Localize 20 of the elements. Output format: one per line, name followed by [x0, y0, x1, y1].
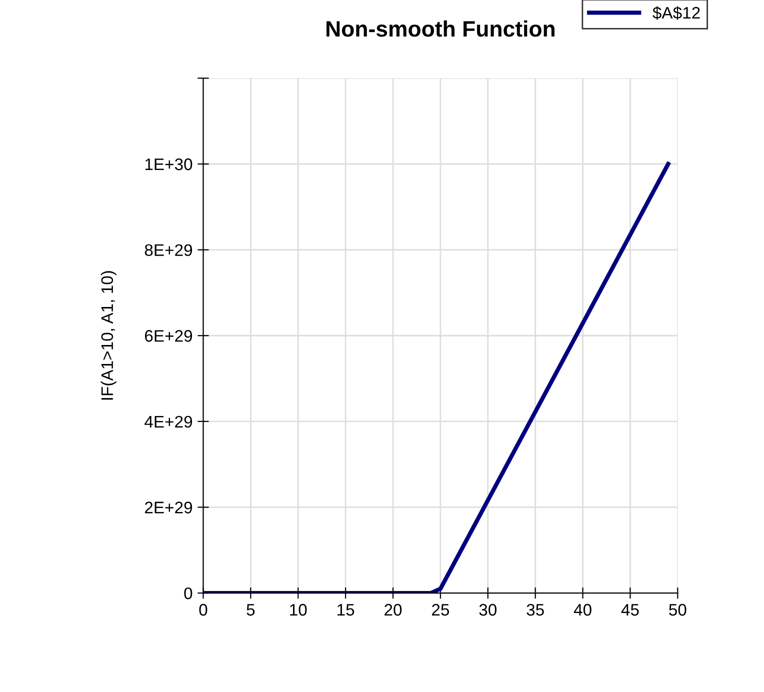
- y-tick-label: 2E+29: [144, 502, 192, 514]
- x-tick-label: 40: [574, 604, 592, 616]
- chart-title: Non-smooth Function: [326, 20, 554, 37]
- x-tick-label: 30: [479, 604, 497, 616]
- x-tick-label: 10: [290, 604, 307, 616]
- x-tick-label: 50: [669, 604, 686, 616]
- x-tick-label: 20: [384, 604, 402, 616]
- y-tick-label: 4E+29: [144, 416, 192, 428]
- x-tick-label: 5: [246, 604, 255, 616]
- y-tick-label: 1E+30: [145, 158, 192, 170]
- x-tick-label: 45: [621, 604, 639, 616]
- y-axis-title: IF(A1>10, A1, 10): [100, 271, 116, 400]
- x-tick-label: 0: [199, 604, 208, 616]
- x-tick-label: 15: [338, 604, 354, 616]
- y-tick-label: 6E+29: [144, 330, 192, 342]
- y-tick-label: 8E+29: [144, 244, 192, 256]
- legend-label: $A$12: [652, 6, 700, 20]
- x-tick-label: 35: [526, 604, 544, 616]
- y-tick-label: 0: [184, 587, 192, 600]
- x-tick-label: 25: [432, 604, 450, 616]
